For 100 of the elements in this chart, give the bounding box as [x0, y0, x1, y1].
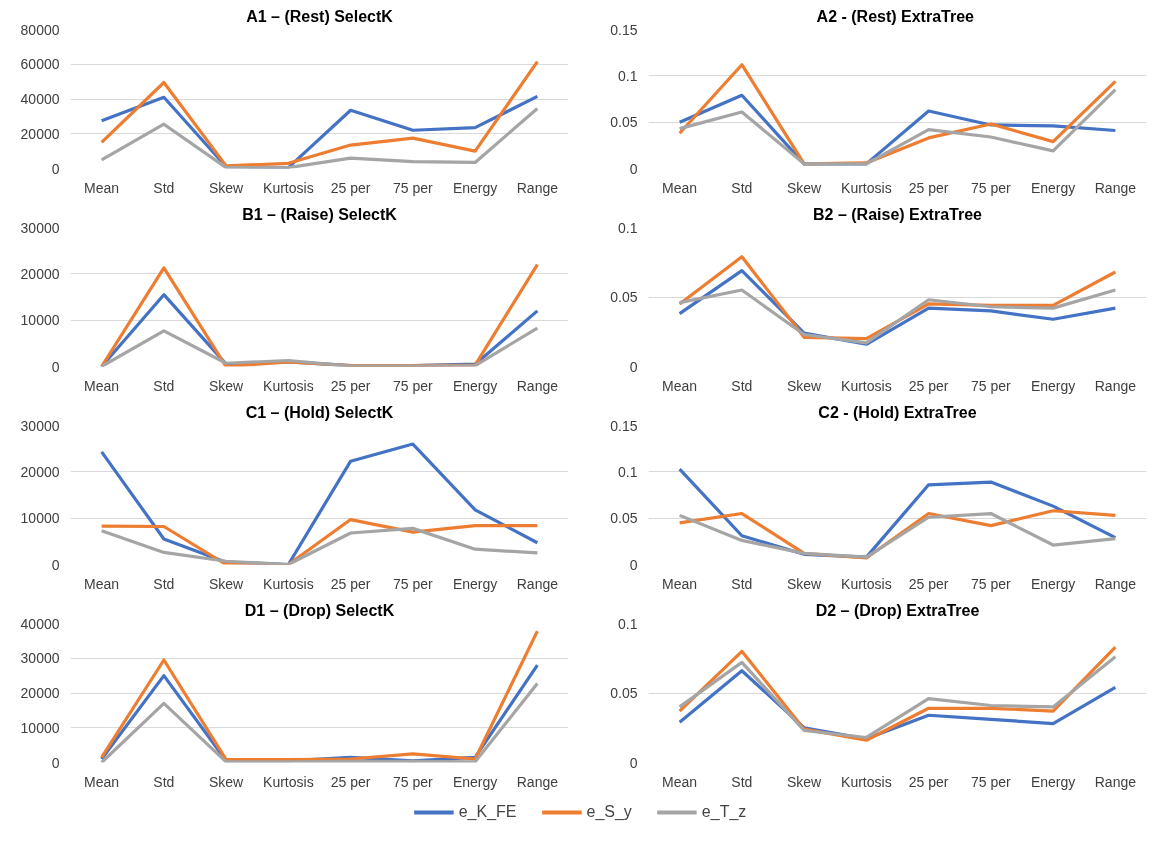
- x-tick-label: Mean: [84, 179, 120, 196]
- x-tick-label: 75 per: [393, 377, 434, 394]
- x-tick-label: Energy: [452, 773, 498, 790]
- x-tick-label: Energy: [452, 575, 498, 592]
- x-tick-label: Range: [516, 377, 559, 394]
- x-tick-label: Mean: [662, 773, 698, 790]
- x-tick-label: Kurtosis: [263, 575, 314, 592]
- x-tick-label: Std: [731, 575, 753, 592]
- x-tick-label: Skew: [787, 179, 823, 196]
- x-tick-label: Range: [516, 179, 559, 196]
- y-tick-label: 40000: [20, 615, 60, 632]
- x-tick-label: Energy: [452, 377, 498, 394]
- chart-title: B2 – (Raise) ExtraTree: [813, 205, 983, 223]
- x-tick-label: Range: [1094, 179, 1137, 196]
- x-tick-label: Skew: [787, 575, 823, 592]
- x-tick-label: Skew: [209, 179, 245, 196]
- x-tick-label: Kurtosis: [841, 773, 892, 790]
- y-tick-label: 30000: [20, 219, 60, 236]
- x-tick-label: Kurtosis: [263, 179, 314, 196]
- x-tick-label: 75 per: [971, 773, 1012, 790]
- y-tick-label: 0.05: [610, 685, 638, 701]
- x-tick-label: Skew: [209, 773, 245, 790]
- chart-title: C2 - (Hold) ExtraTree: [818, 403, 977, 421]
- y-tick-label: 0: [629, 160, 638, 177]
- x-tick-label: 25 per: [330, 773, 371, 790]
- y-tick-label: 80000: [20, 21, 60, 38]
- x-tick-label: Mean: [84, 773, 120, 790]
- y-tick-label: 0.05: [610, 510, 638, 527]
- y-tick-label: 0: [51, 358, 60, 375]
- y-tick-label: 20000: [20, 265, 60, 282]
- chart-title: C1 – (Hold) SelectK: [245, 403, 394, 421]
- x-tick-label: Range: [1094, 773, 1137, 790]
- x-tick-label: Energy: [1030, 377, 1076, 394]
- y-tick-label: 60000: [20, 56, 60, 73]
- y-tick-label: 0: [629, 556, 638, 573]
- x-tick-label: Kurtosis: [841, 179, 892, 196]
- x-tick-label: Energy: [1030, 773, 1076, 790]
- y-tick-label: 20000: [20, 125, 60, 142]
- x-tick-label: 75 per: [971, 575, 1012, 592]
- x-tick-label: Std: [153, 575, 175, 592]
- legend-label: e_K_FE: [458, 803, 517, 821]
- y-tick-label: 0.1: [618, 67, 638, 84]
- y-tick-label: 0.15: [610, 417, 638, 434]
- x-tick-label: Std: [153, 773, 175, 790]
- x-tick-label: Std: [731, 377, 753, 394]
- x-tick-label: Kurtosis: [841, 377, 892, 394]
- y-tick-label: 10000: [20, 510, 60, 527]
- y-tick-label: 20000: [20, 463, 60, 480]
- x-tick-label: Kurtosis: [263, 377, 314, 394]
- x-tick-label: 25 per: [908, 377, 949, 394]
- x-tick-label: Skew: [209, 377, 245, 394]
- y-tick-label: 0: [629, 358, 638, 375]
- y-tick-label: 0.1: [618, 615, 638, 632]
- x-tick-label: Mean: [84, 575, 120, 592]
- chart-title: B1 – (Raise) SelectK: [242, 205, 398, 223]
- chart-title: A1 – (Rest) SelectK: [246, 7, 394, 25]
- x-tick-label: Skew: [787, 773, 823, 790]
- x-tick-label: Energy: [452, 179, 498, 196]
- x-tick-label: Mean: [662, 575, 698, 592]
- x-tick-label: Std: [731, 773, 753, 790]
- x-tick-label: 75 per: [971, 377, 1012, 394]
- y-tick-label: 40000: [20, 91, 60, 107]
- y-tick-label: 10000: [20, 312, 60, 329]
- y-tick-label: 0.15: [610, 21, 638, 38]
- x-tick-label: 75 per: [393, 773, 434, 790]
- y-tick-label: 0.05: [610, 114, 638, 131]
- x-tick-label: 75 per: [393, 179, 434, 196]
- x-tick-label: Mean: [662, 179, 698, 196]
- x-tick-label: Range: [516, 575, 559, 592]
- y-tick-label: 0: [51, 556, 60, 573]
- chart-title: A2 - (Rest) ExtraTree: [816, 7, 975, 25]
- y-tick-label: 30000: [20, 417, 60, 434]
- x-tick-label: 25 per: [908, 179, 949, 196]
- x-tick-label: 75 per: [971, 179, 1012, 196]
- x-tick-label: Range: [1094, 575, 1137, 592]
- x-tick-label: Energy: [1030, 575, 1076, 592]
- x-tick-label: Skew: [209, 575, 245, 592]
- x-tick-label: Mean: [84, 377, 120, 394]
- y-tick-label: 20000: [20, 685, 60, 701]
- x-tick-label: 25 per: [908, 773, 949, 790]
- y-tick-label: 30000: [20, 650, 60, 667]
- x-tick-label: Skew: [787, 377, 823, 394]
- x-tick-label: 25 per: [330, 575, 371, 592]
- x-tick-label: Kurtosis: [841, 575, 892, 592]
- y-tick-label: 0: [51, 754, 60, 771]
- x-tick-label: Range: [516, 773, 559, 790]
- x-tick-label: 75 per: [393, 575, 434, 592]
- x-tick-label: Kurtosis: [263, 773, 314, 790]
- y-tick-label: 0: [629, 754, 638, 771]
- legend-label: e_T_z: [701, 803, 747, 821]
- x-tick-label: 25 per: [908, 575, 949, 592]
- chart-title: D1 – (Drop) SelectK: [244, 601, 395, 619]
- y-tick-label: 0.1: [618, 463, 638, 480]
- legend-label: e_S_y: [586, 803, 632, 821]
- y-tick-label: 0: [51, 160, 60, 177]
- x-tick-label: Energy: [1030, 179, 1076, 196]
- x-tick-label: Range: [1094, 377, 1137, 394]
- y-tick-label: 0.05: [610, 289, 638, 305]
- x-tick-label: Std: [153, 377, 175, 394]
- x-tick-label: Mean: [662, 377, 698, 394]
